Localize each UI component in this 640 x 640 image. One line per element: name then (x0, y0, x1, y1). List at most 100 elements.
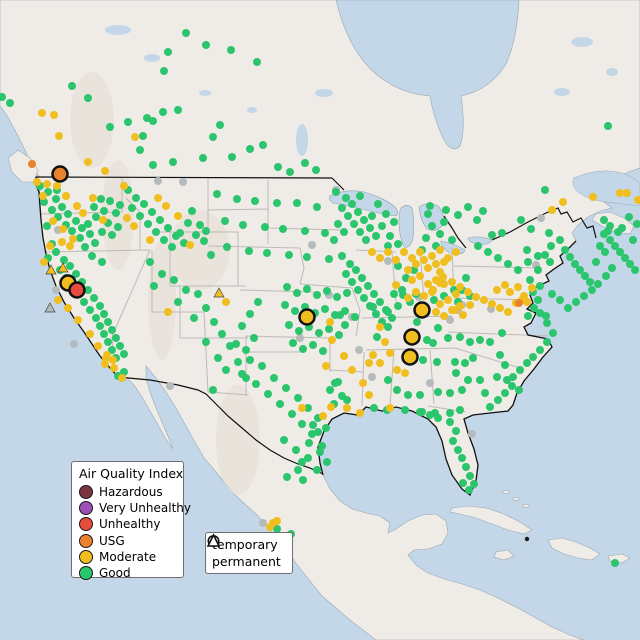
station-dot (388, 314, 396, 322)
station-dot (123, 214, 131, 222)
station-dot (332, 188, 340, 196)
station-dot (419, 356, 427, 364)
station-dot (109, 356, 117, 364)
station-dot (580, 292, 588, 300)
station-dot (340, 352, 348, 360)
station-dot (501, 281, 509, 289)
station-dot (174, 298, 182, 306)
station-dot (97, 195, 105, 203)
station-dot (428, 222, 436, 230)
station-dot (342, 194, 350, 202)
station-dot (106, 197, 114, 205)
station-dot (515, 386, 523, 394)
station-dot (214, 354, 222, 362)
hispaniola (547, 537, 601, 561)
station-dot (154, 194, 162, 202)
station-dot (370, 290, 378, 298)
station-dot (158, 270, 166, 278)
station-dot (464, 288, 472, 296)
station-dots-layer (0, 29, 640, 567)
station-dot (468, 430, 476, 438)
station-dot (270, 374, 278, 382)
station-dot (536, 346, 544, 354)
station-dot (38, 109, 46, 117)
station-dot (188, 207, 196, 215)
station-dot (413, 318, 421, 326)
station-dot (291, 307, 299, 315)
station-dot (182, 29, 190, 37)
station-dot (342, 270, 350, 278)
station-dot (98, 258, 106, 266)
station-dot (440, 312, 448, 320)
station-dot (382, 210, 390, 218)
station-dot (442, 206, 450, 214)
station-dot (192, 231, 200, 239)
symbol-legend: temporary permanent (205, 532, 293, 574)
station-dot (466, 472, 474, 480)
station-dot (420, 292, 428, 300)
station-dot (234, 358, 242, 366)
station-dot (73, 202, 81, 210)
station-dot (325, 325, 333, 333)
station-dot (202, 304, 210, 312)
station-dot (48, 206, 56, 214)
station-dot (470, 480, 478, 488)
station-dot (543, 319, 551, 327)
station-dot (96, 302, 104, 310)
station-dot (446, 316, 454, 324)
station-dot (84, 158, 92, 166)
jamaica (493, 549, 515, 561)
symbol-legend-label: temporary (212, 537, 278, 552)
station-dot (448, 236, 456, 244)
station-dot (319, 412, 327, 420)
station-dot (423, 336, 431, 344)
station-dot (614, 228, 622, 236)
aqi-legend: Air Quality Index Hazardous Very Unhealt… (71, 461, 191, 581)
station-dot (559, 198, 567, 206)
station-dot (412, 288, 420, 296)
station-dot (338, 252, 346, 260)
permanent-triangle-icon (206, 533, 221, 547)
station-dot (319, 347, 327, 355)
lake-ontario (467, 236, 493, 245)
station-dot (301, 159, 309, 167)
station-dot (156, 216, 164, 224)
station-dot (621, 254, 629, 262)
station-dot (602, 272, 610, 280)
station-dot (282, 384, 290, 392)
station-dot (631, 266, 639, 274)
station-dot (634, 196, 640, 204)
aqi-legend-item-usg: USG (79, 533, 177, 549)
station-dot (444, 334, 452, 342)
station-dot (458, 454, 466, 462)
station-dot (293, 289, 301, 297)
station-dot (132, 194, 140, 202)
aqi-legend-item-unhealthy: Unhealthy (79, 516, 177, 532)
station-dot (378, 222, 386, 230)
hudson-bay (335, 0, 520, 150)
station-dot (146, 258, 154, 266)
station-dot (228, 153, 236, 161)
station-dot (281, 301, 289, 309)
station-dot (514, 266, 522, 274)
station-dot (182, 286, 190, 294)
station-dot (488, 300, 496, 308)
station-dot (473, 216, 481, 224)
station-dot (246, 145, 254, 153)
station-dot (100, 310, 108, 318)
station-dot (365, 391, 373, 399)
station-dot (343, 404, 351, 412)
station-dot (169, 158, 177, 166)
station-dot (322, 362, 330, 370)
station-dot (149, 117, 157, 125)
station-dot (548, 206, 556, 214)
station-dot (312, 166, 320, 174)
station-dot (263, 249, 271, 257)
station-dot (561, 246, 569, 254)
station-dot (356, 228, 364, 236)
station-dot (430, 296, 438, 304)
station-dot (476, 376, 484, 384)
station-dot (496, 351, 504, 359)
station-dot (424, 280, 432, 288)
station-dot (251, 197, 259, 205)
